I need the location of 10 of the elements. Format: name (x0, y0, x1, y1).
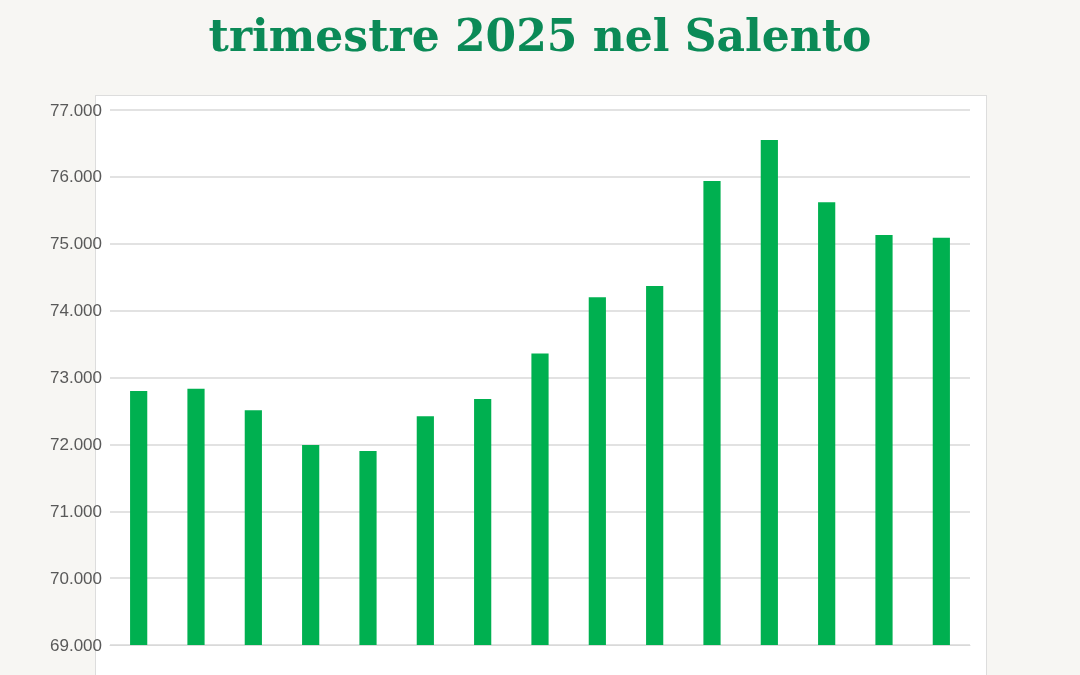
y-tick-label: 77.000 (50, 100, 102, 120)
y-tick-label: 70.000 (50, 568, 102, 588)
y-tick-label: 74.000 (50, 301, 102, 321)
y-tick-label: 71.000 (50, 501, 102, 521)
y-tick-label: 76.000 (50, 167, 102, 187)
y-tick-label: 73.000 (50, 368, 102, 387)
y-tick-label: 75.000 (50, 234, 102, 254)
chart-title: trimestre 2025 nel Salento (208, 9, 872, 61)
y-tick-label: 69.000 (50, 635, 102, 655)
y-tick-label: 72.000 (50, 434, 102, 454)
